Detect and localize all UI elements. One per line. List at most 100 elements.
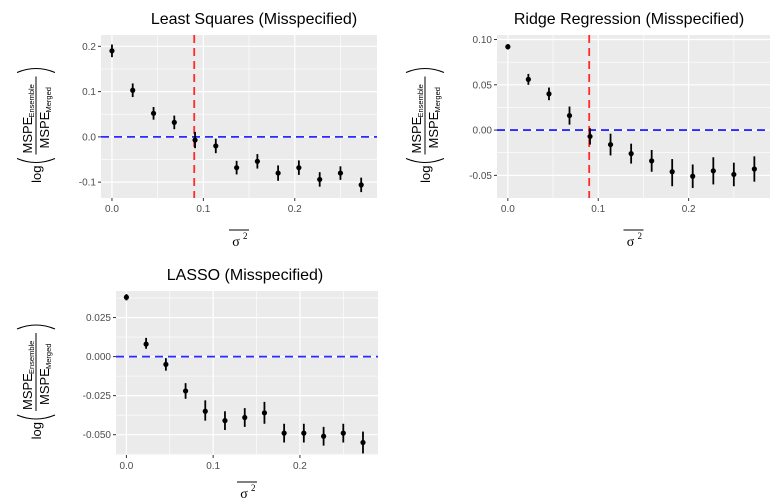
x-tick-label: 0.1 (196, 204, 210, 215)
x-tick-label: 0.1 (206, 461, 220, 472)
data-point (143, 341, 149, 347)
y-tick-label: 0.05 (473, 80, 493, 91)
y-tick-label: -0.050 (83, 430, 112, 441)
y-axis-label-numerator: MSPE (20, 116, 35, 153)
y-axis-label-left-paren (16, 414, 56, 420)
data-point (242, 414, 248, 421)
plot-background (101, 35, 377, 198)
data-point (669, 169, 675, 175)
data-point (130, 87, 136, 93)
chart-title: LASSO (Misspecified) (167, 267, 324, 284)
data-point (150, 110, 157, 116)
data-point (360, 439, 366, 446)
x-axis-label-base: σ (240, 487, 248, 502)
y-tick-label: 0.2 (82, 42, 96, 53)
data-point (171, 119, 177, 125)
x-axis-label-base: σ (627, 235, 635, 250)
chart-panel-1: 0.0 0.1 0.2 -0.05 0.00 0.05 0.10 Ridge Regressi… (405, 11, 770, 250)
data-point (202, 408, 208, 414)
data-point (566, 112, 573, 119)
data-point (213, 143, 219, 149)
chart-title: Ridge Regression (Misspecified) (514, 11, 744, 28)
y-tick-label: -0.025 (83, 391, 112, 402)
data-point (109, 48, 115, 54)
data-point (505, 44, 511, 50)
y-axis-label-left-paren (405, 158, 445, 163)
y-axis-label-right-paren (16, 68, 56, 73)
y-axis-label-denominator-sub: Merged (433, 87, 442, 112)
data-point (261, 410, 268, 416)
x-tick-label: 0.0 (105, 204, 119, 215)
chart-panel-0: 0.0 0.1 0.2 -0.1 0.0 0.1 0.2 Least Squares (Mis… (16, 11, 377, 250)
data-point (301, 430, 307, 436)
y-axis-label-denominator-sub: Merged (44, 344, 53, 369)
data-point (163, 361, 169, 368)
y-axis-label-right-paren (16, 324, 56, 330)
data-point (123, 294, 130, 300)
y-axis-label-log: log (418, 166, 433, 183)
x-tick-label: 0.2 (293, 461, 307, 472)
data-point (607, 141, 614, 148)
data-point (234, 165, 240, 171)
y-tick-label: 0.025 (86, 313, 111, 324)
y-axis-label-denominator: MSPE (426, 111, 441, 148)
data-point (296, 165, 302, 171)
y-axis-label-numerator-sub: Ensemble (416, 84, 425, 117)
y-axis-label-numerator: MSPE (409, 116, 424, 153)
y-tick-label: 0.00 (473, 126, 493, 137)
data-point (182, 388, 189, 394)
y-axis-label-denominator: MSPE (37, 111, 52, 148)
x-tick-label: 0.2 (288, 204, 302, 215)
data-point (731, 171, 737, 178)
chart-title: Least Squares (Misspecified) (151, 11, 357, 28)
y-axis-label-left-paren (16, 158, 56, 163)
y-axis-label-denominator: MSPE (37, 368, 52, 405)
y-axis-label-right-paren (405, 68, 445, 73)
data-point (337, 170, 344, 176)
x-axis-label-sup: 2 (638, 231, 643, 241)
data-point (710, 168, 716, 174)
data-point (254, 158, 260, 164)
data-point (321, 433, 327, 439)
x-tick-label: 0.0 (501, 204, 515, 215)
chart-panel-2: 0.0 0.1 0.2 -0.050 -0.025 0.000 0.025 LASSO (Mi… (16, 267, 378, 502)
data-point (358, 182, 364, 188)
data-point (275, 170, 281, 176)
y-tick-label: 0.1 (82, 87, 96, 98)
y-axis-label-denominator-sub: Merged (44, 87, 53, 112)
y-tick-label: -0.05 (469, 171, 492, 182)
plot-background (116, 291, 378, 455)
data-point (340, 430, 346, 436)
data-point (281, 430, 287, 436)
y-axis-label-numerator-sub: Ensemble (27, 84, 36, 117)
x-tick-label: 0.2 (682, 204, 696, 215)
data-point (222, 418, 228, 424)
y-axis-label-numerator: MSPE (20, 373, 35, 410)
y-axis-label-log: log (29, 422, 44, 439)
data-point (649, 158, 655, 164)
data-point (587, 133, 593, 140)
y-tick-label: 0.000 (86, 352, 111, 363)
y-tick-label: 0.10 (473, 35, 493, 46)
data-point (628, 151, 634, 157)
x-axis-label-sup: 2 (251, 483, 256, 493)
x-tick-label: 0.1 (591, 204, 605, 215)
y-tick-label: -0.1 (79, 178, 97, 189)
x-axis-label-base: σ (232, 235, 240, 250)
data-point (690, 173, 696, 179)
data-point (751, 166, 757, 172)
data-point (546, 91, 552, 97)
y-axis-label-numerator-sub: Ensemble (27, 341, 36, 374)
x-axis-label-sup: 2 (243, 231, 248, 241)
plot-background (497, 35, 770, 198)
data-point (317, 176, 323, 183)
data-point (525, 76, 531, 82)
y-tick-label: 0.0 (82, 132, 96, 143)
